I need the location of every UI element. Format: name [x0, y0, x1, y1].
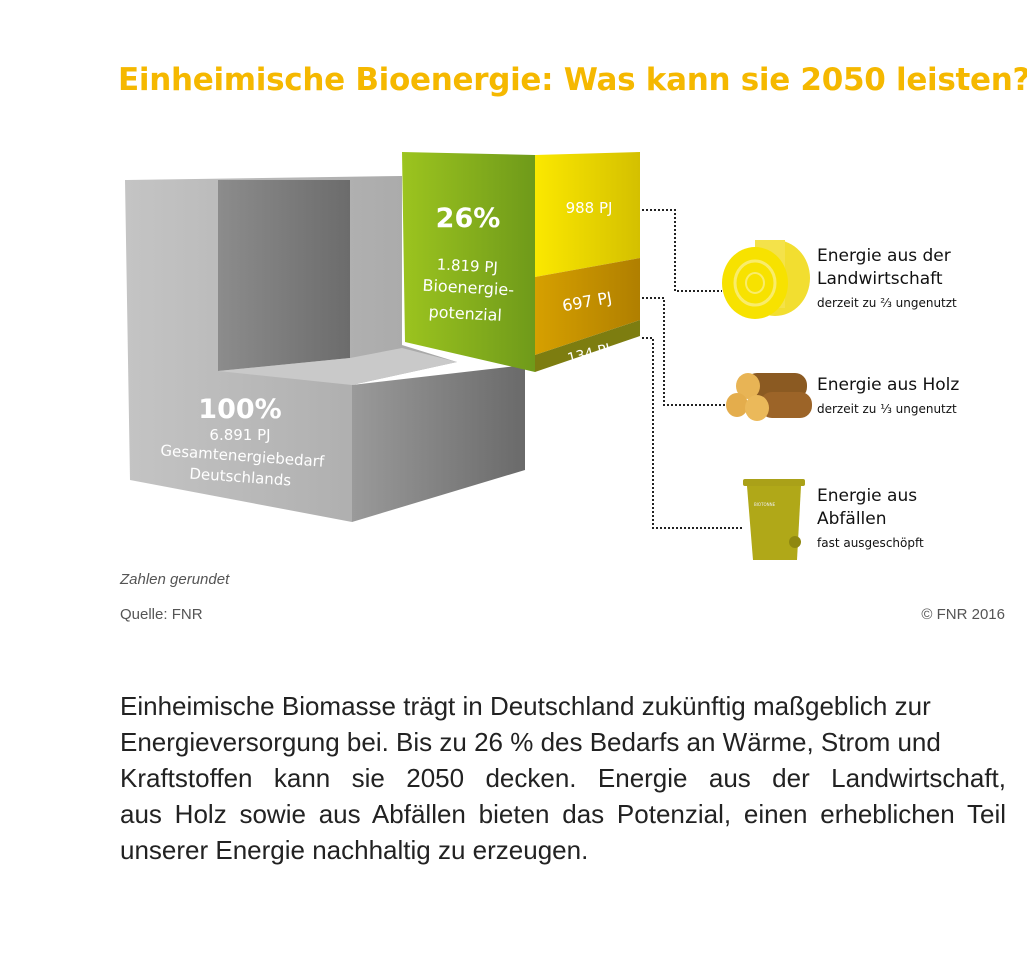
- bioenergy-cube-graphic: 100% 6.891 PJ Gesamtenergiebedarf Deutsc…: [125, 152, 812, 560]
- total-demand-block: 100% 6.891 PJ Gesamtenergiebedarf Deutsc…: [125, 176, 525, 522]
- description-paragraph: Einheimische Biomasse trägt in Deutschla…: [120, 688, 1006, 868]
- paragraph-line: aus Holz sowie aus Abfällen bieten das P…: [120, 799, 1006, 829]
- page-title: Einheimische Bioenergie: Was kann sie 20…: [118, 62, 1027, 98]
- bioenergy-cube: 26% 1.819 PJ Bioenergie- potenzial 988 P…: [402, 152, 640, 372]
- title-line: Landwirtschaft: [817, 269, 943, 289]
- title-line: Energie aus: [817, 486, 918, 506]
- footnote: Zahlen gerundet: [120, 571, 230, 588]
- bin-label: BIOTONNE: [754, 502, 776, 507]
- title-line: Energie aus der: [817, 246, 951, 266]
- bio-label-1: Bioenergie-: [422, 276, 514, 300]
- segment-agriculture: [535, 152, 640, 277]
- bio-label-2: potenzial: [428, 302, 502, 325]
- segment-wood: [535, 258, 640, 355]
- source-waste-note: fast ausgeschöpft: [817, 536, 924, 550]
- paragraph-line: Einheimische Biomasse trägt in Deutschla…: [120, 691, 931, 721]
- source-agriculture-note: derzeit zu ⅔ ungenutzt: [817, 296, 957, 310]
- source-credit: Quelle: FNR: [120, 606, 203, 623]
- bio-value: 1.819 PJ: [436, 255, 498, 276]
- source-waste-title: Energie aus Abfällen: [817, 485, 917, 531]
- segment-value-agriculture: 988 PJ: [566, 199, 613, 217]
- paragraph-line: Kraftstoffen kann sie 2050 decken. Energ…: [120, 763, 1006, 793]
- total-percent: 100%: [198, 394, 281, 425]
- title-line: Abfällen: [817, 509, 887, 529]
- source-agriculture-title: Energie aus der Landwirtschaft: [817, 245, 951, 291]
- segment-waste: [535, 320, 640, 372]
- source-wood-note: derzeit zu ⅓ ungenutzt: [817, 402, 957, 416]
- paragraph-line: Energieversorgung bei. Bis zu 26 % des B…: [120, 727, 941, 757]
- bio-bin-icon: BIOTONNE: [743, 479, 805, 560]
- connector-lines: [642, 209, 744, 529]
- copyright: © FNR 2016: [921, 606, 1005, 623]
- hay-bale-icon: [722, 240, 810, 319]
- source-wood-title: Energie aus Holz: [817, 375, 960, 395]
- bio-percent: 26%: [436, 203, 501, 234]
- total-value: 6.891 PJ: [209, 426, 270, 444]
- paragraph-line: unserer Energie nachhaltig zu erzeugen.: [120, 835, 589, 865]
- logs-icon: [726, 373, 812, 421]
